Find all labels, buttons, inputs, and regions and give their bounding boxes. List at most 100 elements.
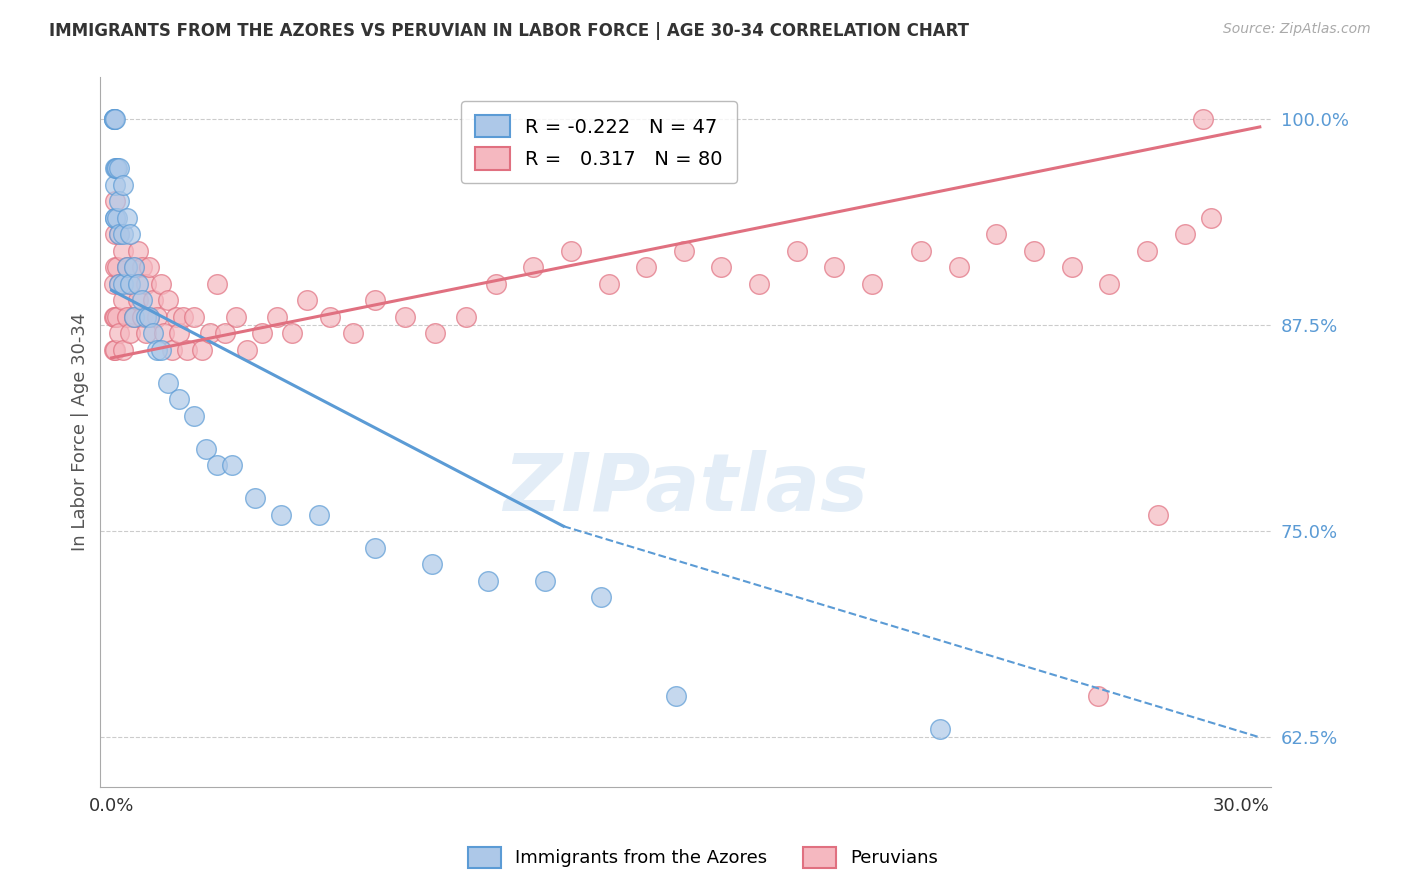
Point xyxy=(104,211,127,225)
Point xyxy=(104,178,127,192)
Point xyxy=(149,343,172,357)
Point xyxy=(103,112,125,126)
Point xyxy=(138,310,160,324)
Point xyxy=(149,277,172,291)
Point xyxy=(221,458,243,472)
Point xyxy=(198,326,221,340)
Point xyxy=(194,442,217,456)
Point xyxy=(108,326,131,340)
Point xyxy=(910,244,932,258)
Point xyxy=(108,227,131,242)
Text: Source: ZipAtlas.com: Source: ZipAtlas.com xyxy=(1223,22,1371,37)
Point xyxy=(108,277,131,291)
Point xyxy=(191,343,214,357)
Point xyxy=(111,343,134,357)
Point xyxy=(214,326,236,340)
Point xyxy=(120,277,142,291)
Point xyxy=(948,260,970,275)
Point xyxy=(425,326,447,340)
Point xyxy=(115,211,138,225)
Point xyxy=(105,260,128,275)
Point xyxy=(928,722,950,736)
Point xyxy=(142,326,165,340)
Point xyxy=(710,260,733,275)
Point xyxy=(103,112,125,126)
Point xyxy=(135,277,157,291)
Point xyxy=(1022,244,1045,258)
Point xyxy=(236,343,259,357)
Point xyxy=(157,376,180,390)
Point xyxy=(598,277,620,291)
Point xyxy=(111,277,134,291)
Point xyxy=(146,343,169,357)
Point xyxy=(394,310,416,324)
Point xyxy=(176,343,198,357)
Point xyxy=(308,508,330,522)
Point xyxy=(111,244,134,258)
Point xyxy=(823,260,845,275)
Point xyxy=(108,277,131,291)
Point xyxy=(122,260,145,275)
Point xyxy=(1060,260,1083,275)
Point xyxy=(153,326,176,340)
Point xyxy=(477,574,499,588)
Point xyxy=(665,689,688,703)
Point xyxy=(103,310,125,324)
Point xyxy=(131,260,153,275)
Point xyxy=(860,277,883,291)
Point xyxy=(115,260,138,275)
Point xyxy=(157,293,180,307)
Point xyxy=(560,244,582,258)
Point xyxy=(169,326,191,340)
Point xyxy=(342,326,364,340)
Point xyxy=(127,244,149,258)
Point xyxy=(160,343,183,357)
Y-axis label: In Labor Force | Age 30-34: In Labor Force | Age 30-34 xyxy=(72,313,89,551)
Point xyxy=(122,260,145,275)
Point xyxy=(986,227,1008,242)
Point xyxy=(252,326,274,340)
Point xyxy=(205,458,228,472)
Point xyxy=(1098,277,1121,291)
Legend: Immigrants from the Azores, Peruvians: Immigrants from the Azores, Peruvians xyxy=(457,836,949,879)
Point xyxy=(243,491,266,505)
Point xyxy=(127,277,149,291)
Point xyxy=(105,211,128,225)
Point xyxy=(454,310,477,324)
Point xyxy=(672,244,695,258)
Point xyxy=(135,310,157,324)
Point xyxy=(111,227,134,242)
Point xyxy=(485,277,508,291)
Point xyxy=(122,310,145,324)
Point xyxy=(183,409,205,423)
Point xyxy=(138,310,160,324)
Point xyxy=(104,211,127,225)
Point xyxy=(364,541,387,555)
Point xyxy=(111,293,134,307)
Point xyxy=(589,590,612,604)
Point xyxy=(786,244,808,258)
Point xyxy=(104,112,127,126)
Point xyxy=(165,310,187,324)
Point xyxy=(748,277,770,291)
Point xyxy=(131,293,153,307)
Point xyxy=(1192,112,1215,126)
Point xyxy=(103,343,125,357)
Point xyxy=(104,227,127,242)
Point xyxy=(1147,508,1170,522)
Point xyxy=(127,293,149,307)
Legend: R = -0.222   N = 47, R =   0.317   N = 80: R = -0.222 N = 47, R = 0.317 N = 80 xyxy=(461,102,737,183)
Point xyxy=(120,277,142,291)
Point xyxy=(131,310,153,324)
Point xyxy=(297,293,319,307)
Point xyxy=(364,293,387,307)
Point xyxy=(183,310,205,324)
Point xyxy=(105,310,128,324)
Point xyxy=(104,161,127,176)
Text: IMMIGRANTS FROM THE AZORES VS PERUVIAN IN LABOR FORCE | AGE 30-34 CORRELATION CH: IMMIGRANTS FROM THE AZORES VS PERUVIAN I… xyxy=(49,22,969,40)
Point xyxy=(420,557,443,571)
Point xyxy=(103,277,125,291)
Point xyxy=(138,260,160,275)
Point xyxy=(319,310,342,324)
Point xyxy=(1199,211,1222,225)
